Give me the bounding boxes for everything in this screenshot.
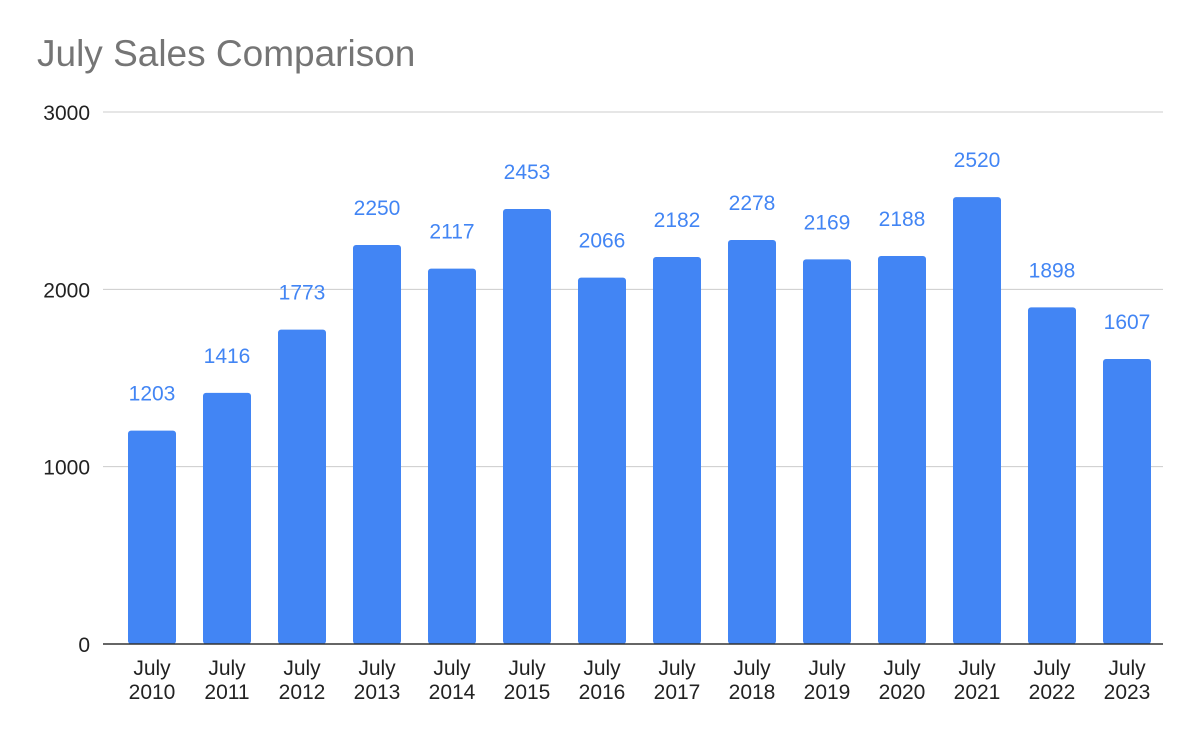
x-tick-label: 2011 bbox=[204, 681, 249, 704]
bar[interactable] bbox=[653, 257, 701, 644]
bar[interactable] bbox=[503, 209, 551, 644]
bar[interactable] bbox=[128, 430, 176, 644]
x-tick-label: 2015 bbox=[504, 681, 551, 704]
y-tick-label: 0 bbox=[78, 634, 90, 657]
data-label: 1416 bbox=[204, 345, 251, 368]
y-tick-label: 3000 bbox=[43, 102, 90, 125]
x-tick-label: 2018 bbox=[729, 681, 776, 704]
x-tick-label: July bbox=[733, 657, 771, 680]
bar[interactable] bbox=[803, 259, 851, 644]
bar[interactable] bbox=[578, 277, 626, 644]
x-tick-label: July bbox=[508, 657, 546, 680]
data-label: 2520 bbox=[954, 149, 1001, 172]
data-label: 2182 bbox=[654, 209, 701, 232]
x-tick-label: 2017 bbox=[654, 681, 701, 704]
x-tick-label: July bbox=[433, 657, 471, 680]
data-label: 1607 bbox=[1104, 311, 1151, 334]
bar[interactable] bbox=[353, 245, 401, 644]
x-tick-label: July bbox=[883, 657, 921, 680]
x-tick-label: July bbox=[958, 657, 996, 680]
x-tick-label: 2012 bbox=[279, 681, 326, 704]
x-tick-label: July bbox=[1108, 657, 1146, 680]
bar[interactable] bbox=[428, 268, 476, 644]
x-tick-label: 2016 bbox=[579, 681, 626, 704]
data-label: 2169 bbox=[804, 211, 851, 234]
data-label: 2188 bbox=[879, 208, 926, 231]
x-tick-label: July bbox=[1033, 657, 1071, 680]
x-tick-label: 2010 bbox=[129, 681, 176, 704]
bar[interactable] bbox=[203, 392, 251, 644]
x-tick-label: July bbox=[358, 657, 396, 680]
x-tick-label: 2023 bbox=[1104, 681, 1151, 704]
bar[interactable] bbox=[728, 240, 776, 644]
x-tick-label: July bbox=[658, 657, 696, 680]
data-label: 1773 bbox=[279, 282, 326, 305]
x-tick-label: July bbox=[133, 657, 171, 680]
x-tick-label: 2022 bbox=[1029, 681, 1076, 704]
bar[interactable] bbox=[278, 329, 326, 644]
data-label: 2278 bbox=[729, 192, 776, 215]
data-label: 2250 bbox=[354, 197, 401, 220]
bar[interactable] bbox=[953, 197, 1001, 644]
data-label: 1203 bbox=[129, 383, 176, 406]
x-tick-label: 2014 bbox=[429, 681, 476, 704]
x-tick-label: July bbox=[808, 657, 846, 680]
chart-title: July Sales Comparison bbox=[37, 33, 416, 74]
data-label: 1898 bbox=[1029, 259, 1076, 282]
x-tick-label: 2013 bbox=[354, 681, 401, 704]
y-tick-label: 2000 bbox=[43, 279, 90, 302]
x-tick-label: July bbox=[283, 657, 321, 680]
data-label: 2066 bbox=[579, 230, 626, 253]
x-tick-label: 2020 bbox=[879, 681, 926, 704]
data-label: 2117 bbox=[429, 221, 474, 244]
x-tick-label: July bbox=[208, 657, 246, 680]
y-tick-label: 1000 bbox=[43, 457, 90, 480]
bar[interactable] bbox=[878, 255, 926, 644]
x-tick-label: 2021 bbox=[954, 681, 1001, 704]
x-tick-label: 2019 bbox=[804, 681, 851, 704]
bar[interactable] bbox=[1103, 359, 1151, 644]
data-label: 2453 bbox=[504, 161, 551, 184]
bar[interactable] bbox=[1028, 307, 1076, 644]
x-tick-label: July bbox=[583, 657, 621, 680]
